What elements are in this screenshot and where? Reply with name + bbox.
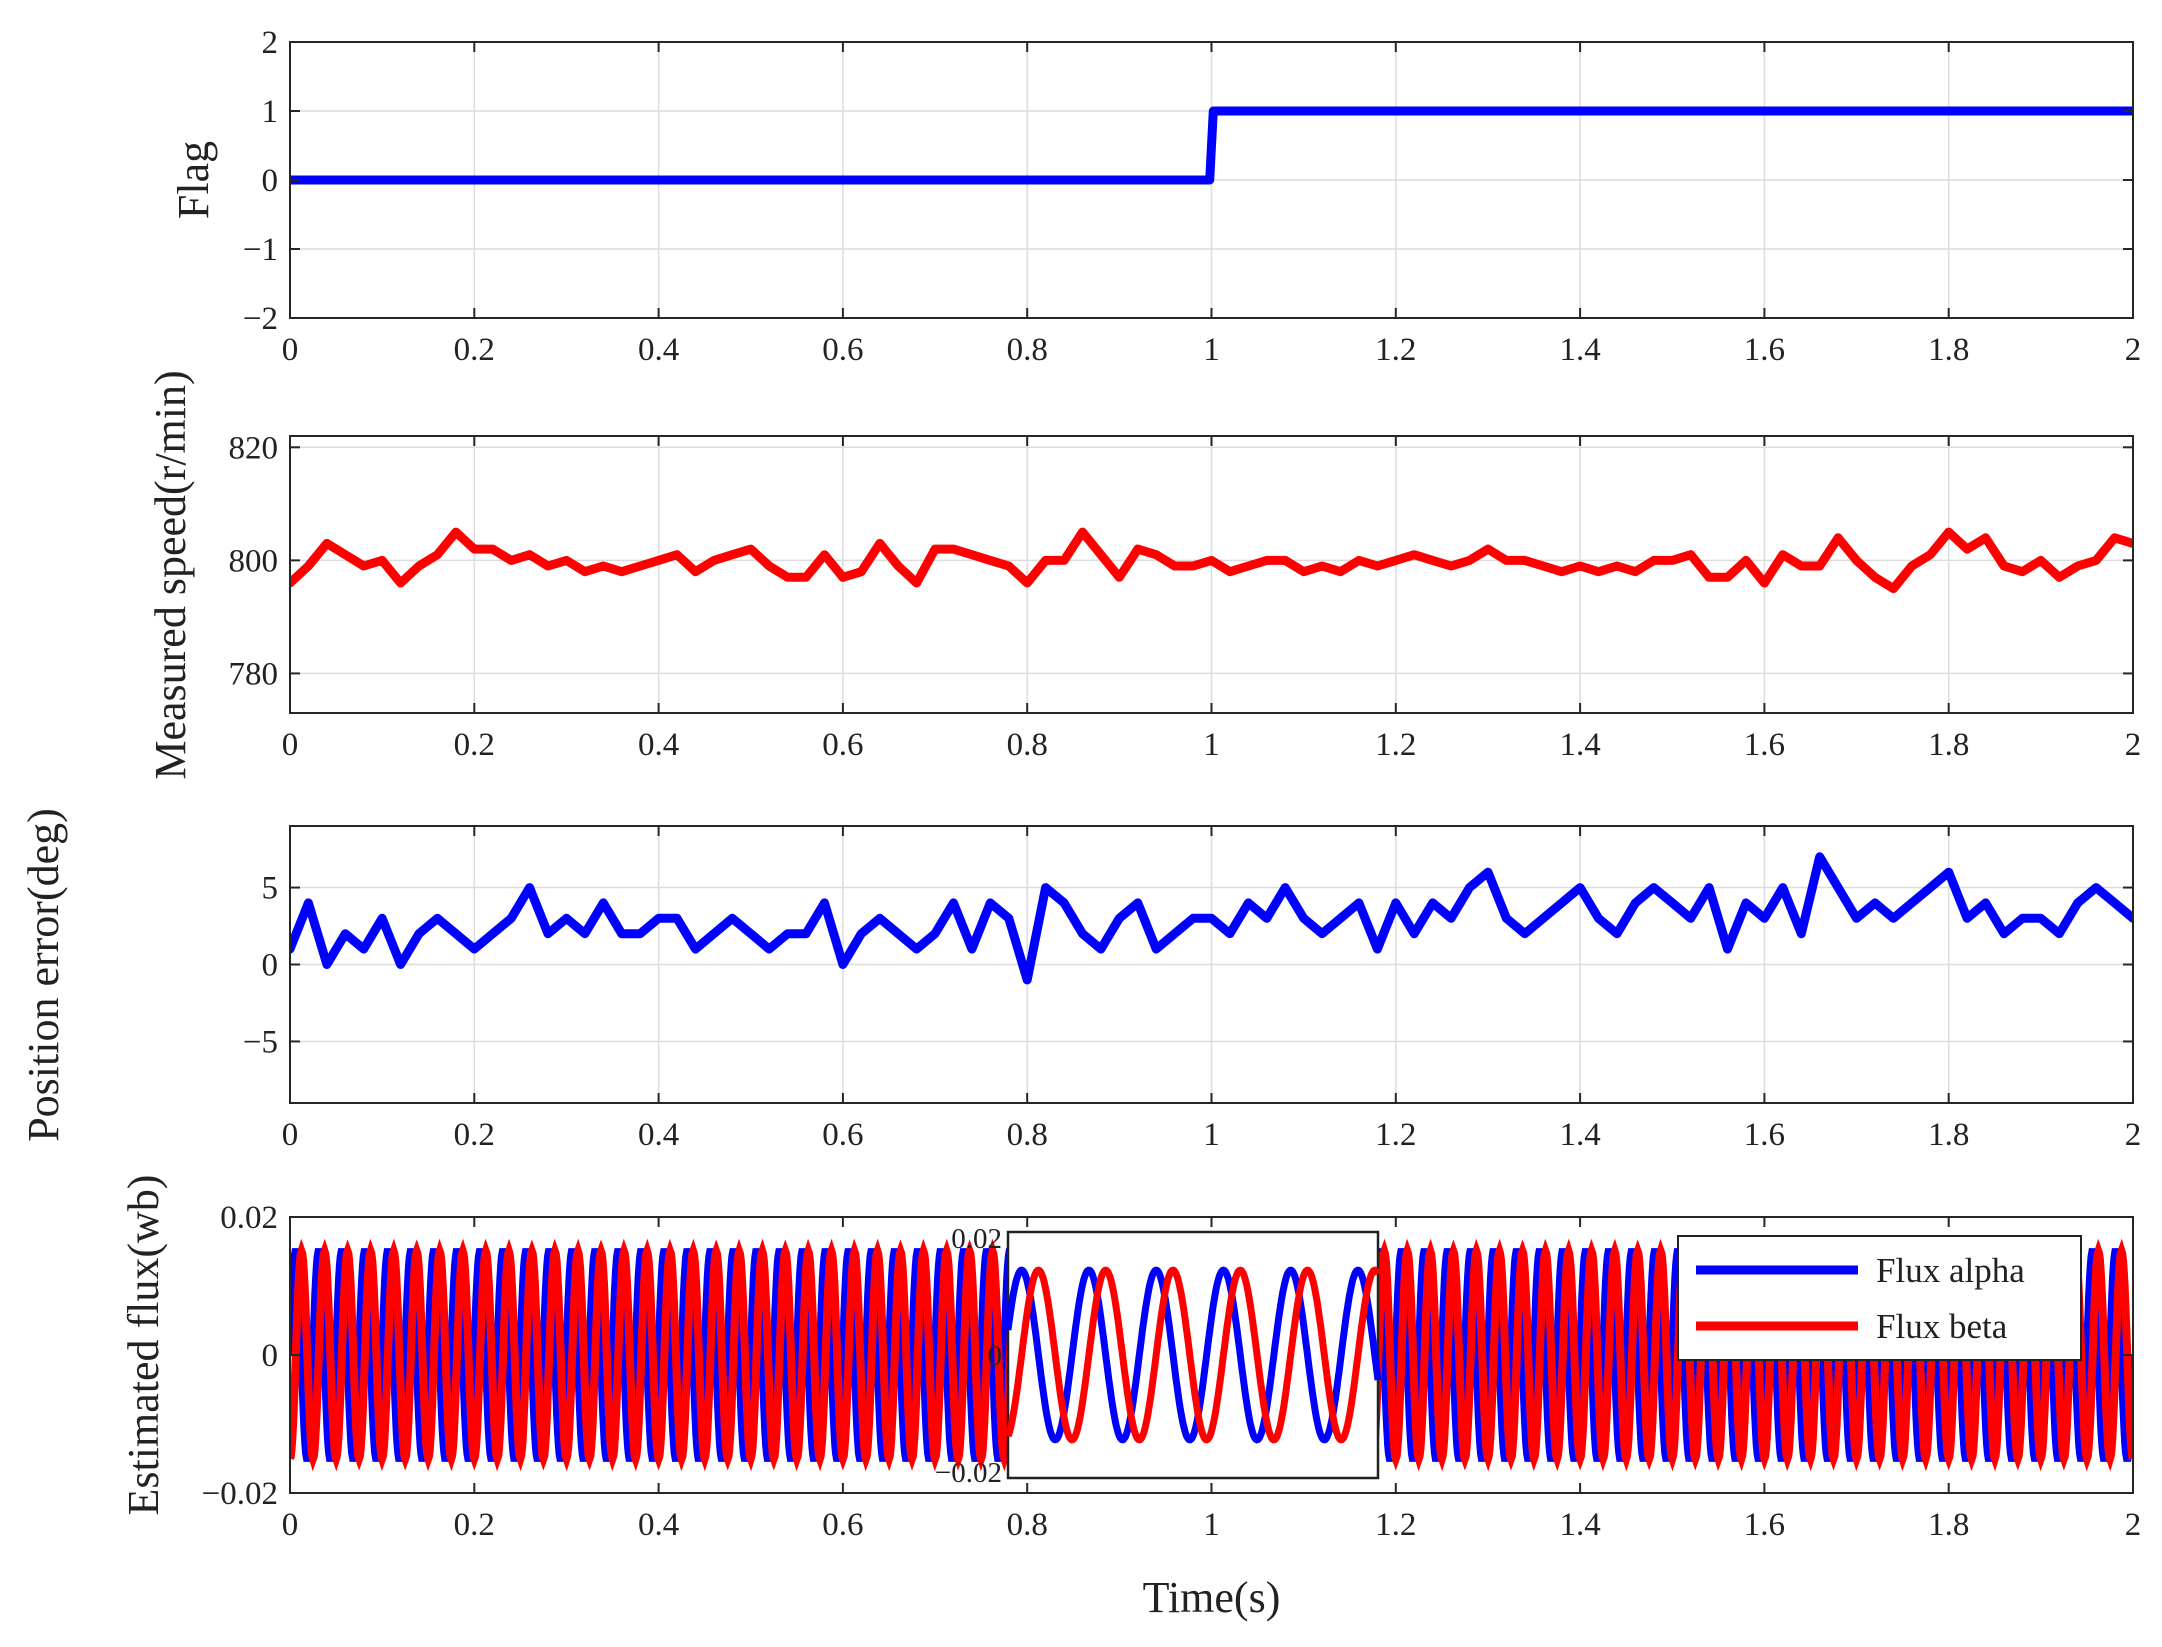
x-tick-label: 1.4: [1559, 332, 1600, 368]
x-tick-label: 1: [1203, 1117, 1220, 1153]
x-tick-label: 0: [282, 332, 299, 368]
legend-box: [1677, 1235, 2082, 1361]
x-tick-label: 1: [1203, 332, 1220, 368]
y-tick-label: −2: [243, 301, 278, 337]
x-tick-label: 0: [282, 1507, 299, 1543]
legend-label-2: Flux beta: [1876, 1307, 2008, 1346]
x-tick-label: 1.2: [1375, 727, 1416, 763]
x-tick-label: 1.4: [1559, 1117, 1600, 1153]
x-tick-label: 1.2: [1375, 332, 1416, 368]
inset-y-tick-label: 0: [988, 1340, 1003, 1372]
y-axis-label-2: Measured speed(r/min): [146, 370, 195, 779]
x-tick-label: 0.4: [638, 1117, 679, 1153]
x-tick-label: 1.8: [1928, 1117, 1969, 1153]
y-tick-label: 0.02: [220, 1200, 278, 1236]
x-tick-label: 0.6: [822, 727, 863, 763]
y-tick-label: 0: [262, 1338, 279, 1374]
x-tick-label: 1: [1203, 1507, 1220, 1543]
x-tick-label: 0.6: [822, 332, 863, 368]
x-tick-label: 1.6: [1744, 332, 1785, 368]
y-tick-label: −0.02: [202, 1476, 278, 1512]
series-group: [290, 106, 2133, 185]
inset-series-2: [1004, 1266, 1382, 1444]
y-axis-label-4: Estimated flux(wb): [119, 1175, 168, 1516]
y-tick-label: 5: [262, 871, 279, 907]
x-tick-label: 0.4: [638, 332, 679, 368]
inset-series-1: [1004, 1266, 1382, 1444]
y-tick-label: 780: [229, 656, 279, 692]
series-line-1: [290, 106, 2133, 185]
x-tick-label: 0.8: [1007, 332, 1048, 368]
x-tick-label: 0.6: [822, 1507, 863, 1543]
legend-label-1: Flux alpha: [1876, 1251, 2025, 1290]
x-tick-label: 0: [282, 1117, 299, 1153]
y-axis-label-3: Position error(deg): [19, 808, 68, 1142]
x-tick-label: 2: [2125, 1507, 2142, 1543]
y-tick-label: 820: [229, 430, 279, 466]
zoom-inset: 0.02 0 −0.02: [935, 1223, 1382, 1489]
x-tick-label: 0.8: [1007, 1507, 1048, 1543]
series-line-1: [290, 852, 2133, 985]
x-tick-label: 1.2: [1375, 1507, 1416, 1543]
x-tick-label: 0.2: [454, 1507, 495, 1543]
y-tick-label: 0: [262, 948, 279, 984]
y-axis-label-1: Flag: [169, 141, 218, 219]
x-tick-label: 1.8: [1928, 332, 1969, 368]
x-tick-label: 1.4: [1559, 1507, 1600, 1543]
panel-1: 0 0.2 0.4 0.6 0.8 1 1.2 1.4 1.6 1.8 2 −2 −1 0 1 2: [243, 25, 2141, 368]
x-tick-label: 0.8: [1007, 1117, 1048, 1153]
x-tick-label: 1.4: [1559, 727, 1600, 763]
x-tick-label: 2: [2125, 332, 2142, 368]
x-axis-label: Time(s): [1143, 1573, 1281, 1622]
x-tick-label: 1: [1203, 727, 1220, 763]
x-tick-label: 1.8: [1928, 727, 1969, 763]
y-tick-label: 0: [262, 163, 279, 199]
x-tick-label: 2: [2125, 1117, 2142, 1153]
x-tick-label: 2: [2125, 727, 2142, 763]
y-tick-label: 1: [262, 94, 279, 130]
x-tick-label: 0.4: [638, 727, 679, 763]
series-line-1: [290, 527, 2133, 594]
inset-y-tick-label: 0.02: [951, 1223, 1002, 1255]
panel-2: 0 0.2 0.4 0.6 0.8 1 1.2 1.4 1.6 1.8 2 780 800 820: [229, 430, 2142, 763]
y-tick-label: 800: [229, 543, 279, 579]
x-tick-label: 0.2: [454, 332, 495, 368]
x-tick-label: 0.2: [454, 727, 495, 763]
series-group: [290, 527, 2133, 594]
x-tick-label: 1.6: [1744, 1507, 1785, 1543]
x-tick-label: 0.6: [822, 1117, 863, 1153]
x-tick-label: 0.4: [638, 1507, 679, 1543]
x-tick-label: 1.8: [1928, 1507, 1969, 1543]
y-tick-label: −5: [243, 1024, 278, 1060]
x-tick-label: 1.6: [1744, 1117, 1785, 1153]
inset-y-tick-label: −0.02: [935, 1457, 1002, 1489]
legend: Flux alpha Flux beta: [1677, 1235, 2082, 1361]
x-tick-label: 0.2: [454, 1117, 495, 1153]
y-tick-label: −1: [243, 232, 278, 268]
x-tick-label: 1.6: [1744, 727, 1785, 763]
y-tick-label: 2: [262, 25, 279, 61]
x-tick-label: 1.2: [1375, 1117, 1416, 1153]
series-group: [290, 852, 2133, 985]
panel-3: 0 0.2 0.4 0.6 0.8 1 1.2 1.4 1.6 1.8 2 −5 0 5: [243, 825, 2142, 1153]
x-tick-label: 0.8: [1007, 727, 1048, 763]
x-tick-label: 0: [282, 727, 299, 763]
